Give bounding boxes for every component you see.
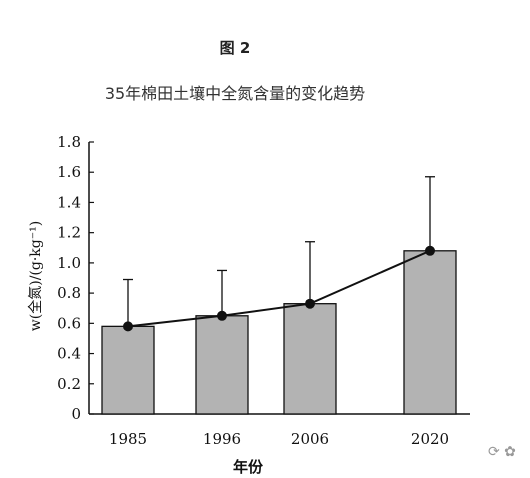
bars xyxy=(101,250,457,415)
x-tick-label: 1985 xyxy=(109,430,147,448)
y-tick-label: 1.6 xyxy=(57,163,81,181)
error-bars xyxy=(123,176,435,327)
y-tick-label: 1.2 xyxy=(57,224,81,242)
data-point-1985 xyxy=(123,321,133,332)
y-tick-label: 1.4 xyxy=(57,193,81,211)
y-tick-label: 0.4 xyxy=(57,345,81,363)
y-tick-label: 0 xyxy=(71,405,81,423)
y-tick-label: 0.6 xyxy=(57,314,81,332)
x-axis-title: 年份 xyxy=(233,458,264,476)
x-tick-label: 1996 xyxy=(203,430,241,448)
x-ticks: 1985 1996 2006 2020 xyxy=(109,430,449,448)
bar-2006 xyxy=(283,303,337,415)
bar-2020 xyxy=(403,250,457,415)
y-tick-label: 1.0 xyxy=(57,254,81,272)
bar-1996 xyxy=(195,315,249,415)
y-axis-title: w(全氮)/(g·kg⁻¹) xyxy=(27,221,44,331)
y-tick-label: 0.2 xyxy=(57,375,81,393)
watermark-icon: ⟳ ✿ xyxy=(488,444,516,460)
trend-polyline xyxy=(127,249,431,328)
trend-line xyxy=(123,245,435,332)
x-tick-label: 2020 xyxy=(411,430,449,448)
y-tick-label: 1.8 xyxy=(57,133,81,151)
y-ticks: 0 0.2 0.4 0.6 0.8 1.0 1.2 1.4 1.6 1.8 xyxy=(57,133,94,423)
data-point-1996 xyxy=(217,310,227,321)
data-point-2006 xyxy=(305,298,315,309)
chart-title: 35年棉田土壤中全氮含量的变化趋势 xyxy=(104,84,366,103)
bar-1985 xyxy=(101,325,155,415)
y-tick-label: 0.8 xyxy=(57,284,81,302)
data-point-2020 xyxy=(425,245,435,256)
x-tick-label: 2006 xyxy=(291,430,329,448)
figure-label: 图 2 xyxy=(219,39,251,57)
